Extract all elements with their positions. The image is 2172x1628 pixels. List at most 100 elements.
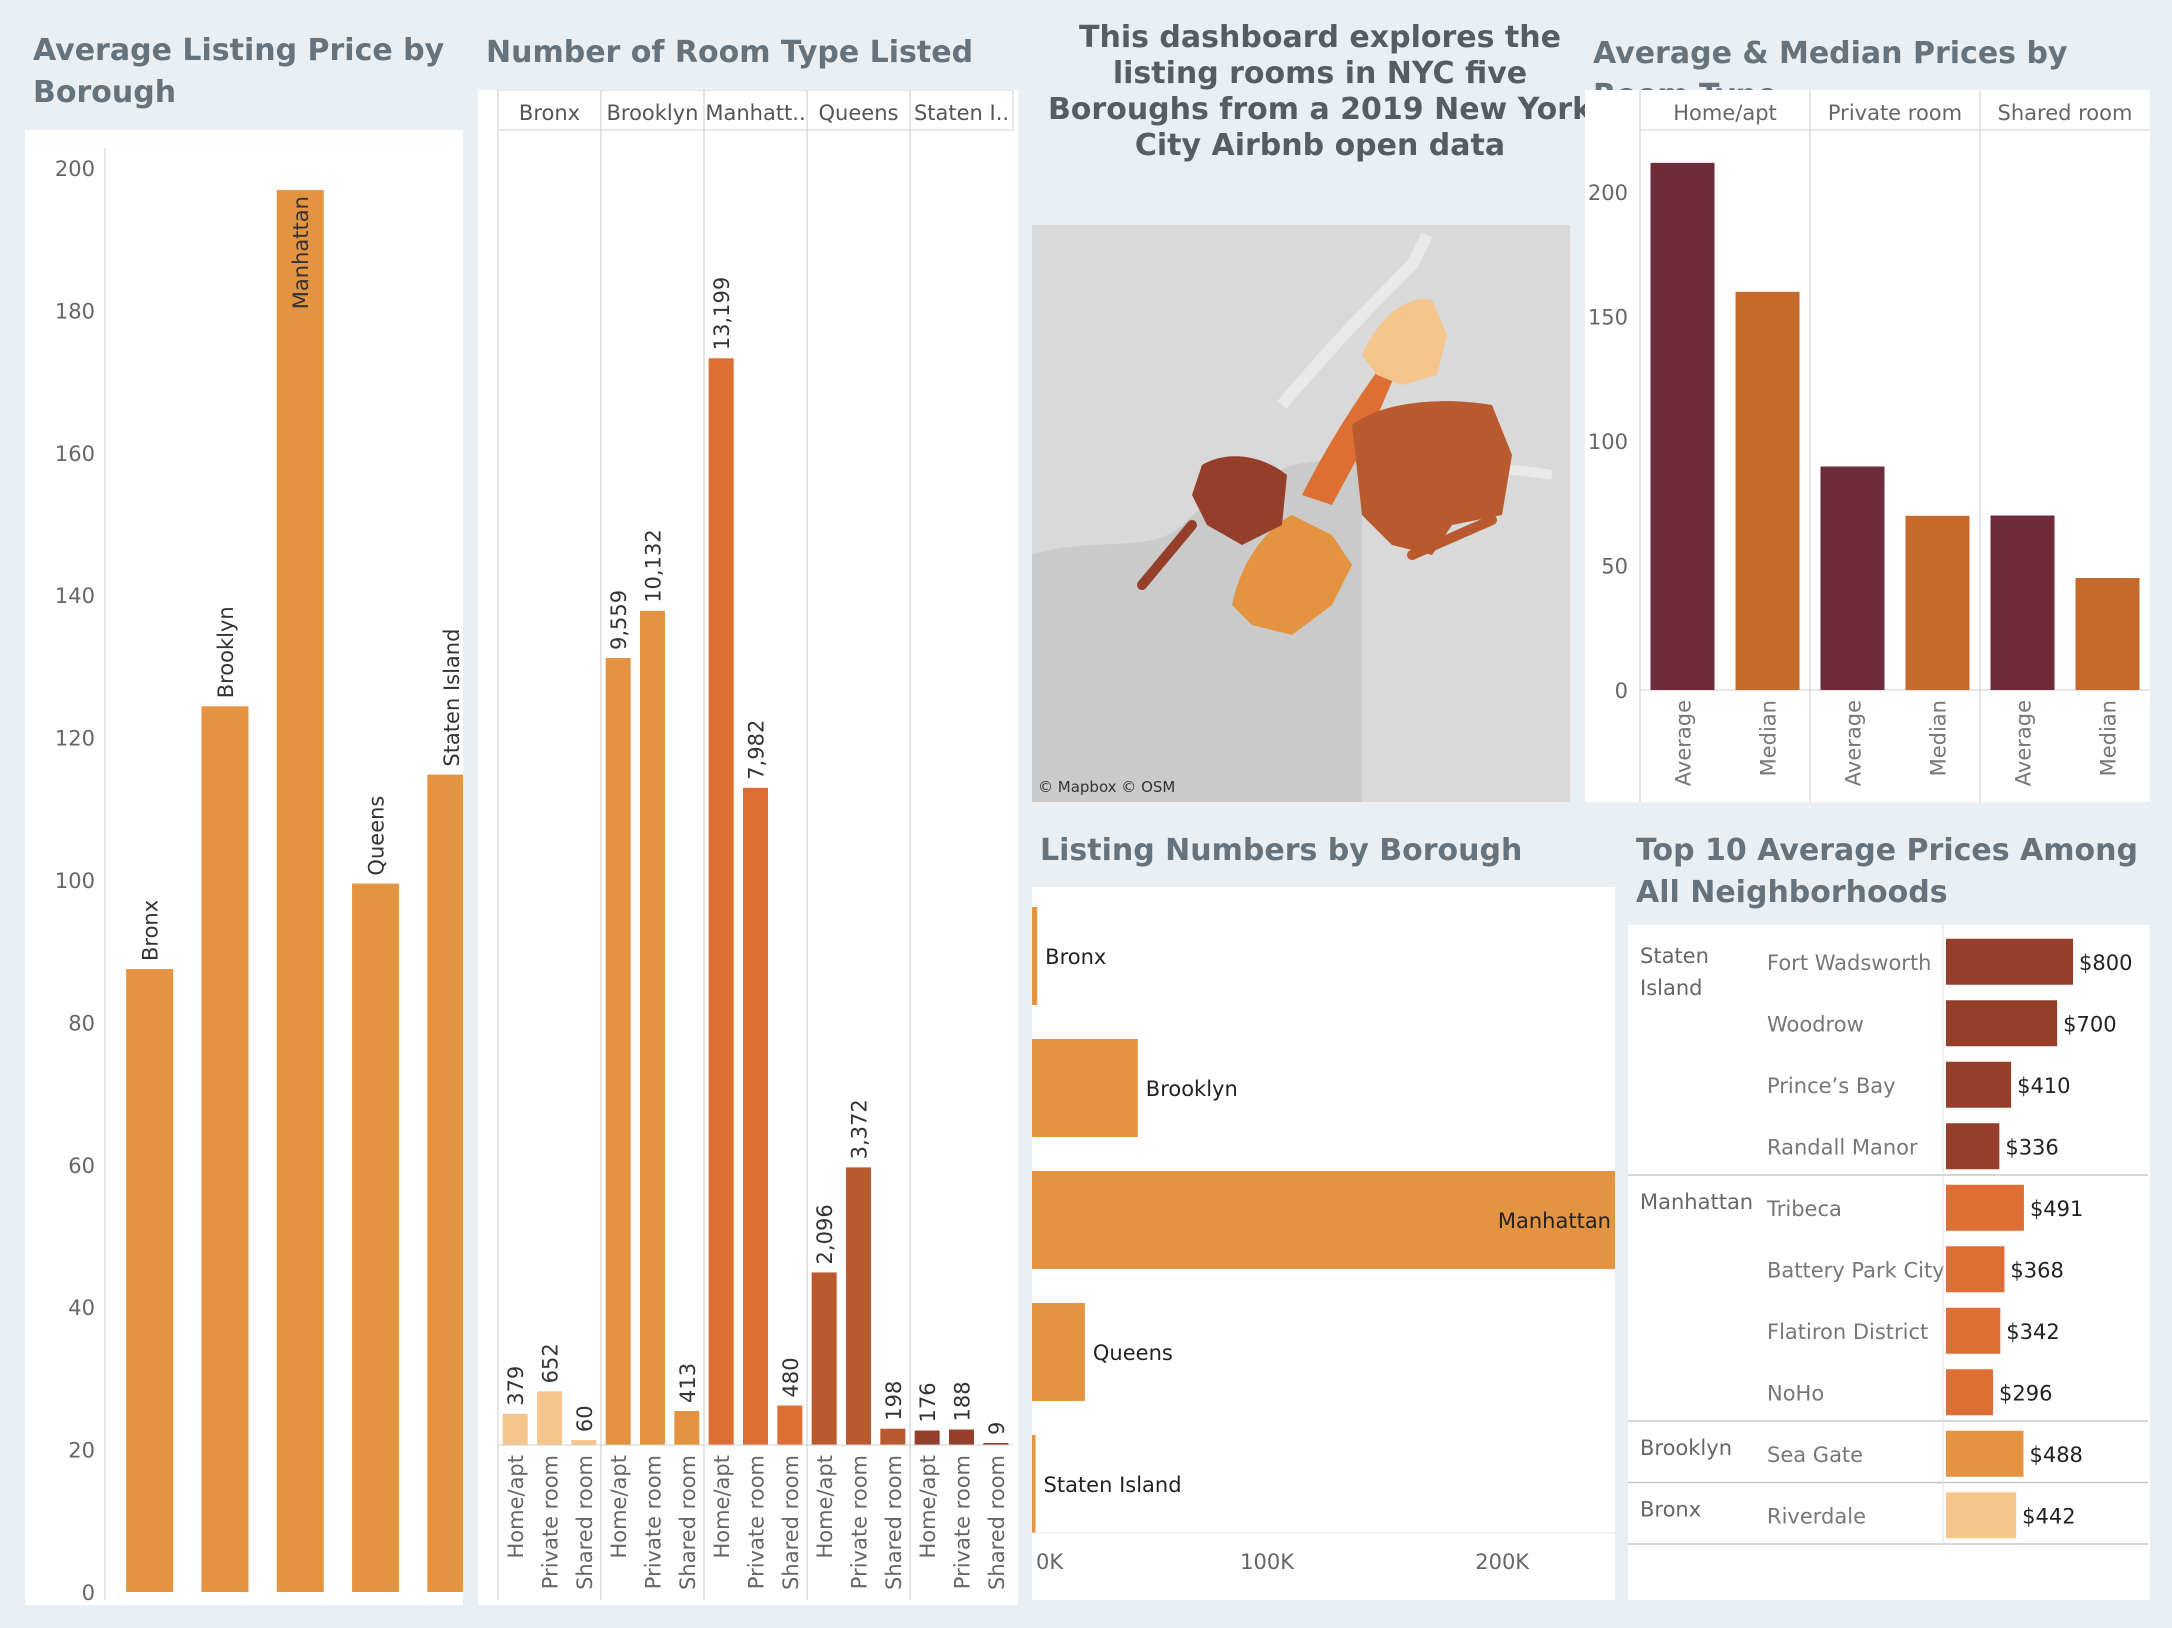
- neighborhood-label: Battery Park City: [1767, 1258, 1945, 1282]
- bar-median: [2075, 578, 2140, 690]
- price-label: $336: [2005, 1135, 2058, 1159]
- manhattan-shape: [1302, 365, 1397, 505]
- y-tick-label: 180: [55, 299, 95, 323]
- value-label: 188: [951, 1381, 975, 1421]
- river: [1277, 232, 1433, 409]
- bar-brooklyn: [201, 706, 249, 1592]
- room-type-label: Home/apt: [813, 1455, 837, 1559]
- avg-median-chart: 0 50 100 150 200 Home/apt Average Median Private…: [1588, 90, 2150, 802]
- value-label: 60: [573, 1405, 597, 1432]
- y-tick-label: 140: [55, 584, 95, 608]
- bar-manhattan: [1032, 1171, 1615, 1269]
- price-label: $296: [1999, 1381, 2052, 1405]
- value-label: 480: [779, 1357, 803, 1397]
- group-header: Staten I..: [914, 101, 1009, 125]
- listing-numbers-title: Listing Numbers by Borough: [1040, 833, 1523, 868]
- value-label: 379: [504, 1366, 528, 1406]
- top10-chart: Staten Island Fort Wadsworth $800 Woodrow $70…: [1628, 925, 2148, 1545]
- bar-home-apt: [502, 1413, 528, 1445]
- bar-shared-room: [674, 1410, 700, 1445]
- price-label: $700: [2063, 1012, 2116, 1036]
- y-tick-label: 60: [68, 1154, 95, 1178]
- bar-neighborhood: [1946, 938, 2073, 985]
- room-type-label: Home/apt: [607, 1455, 631, 1559]
- y-tick-label: 0: [1615, 679, 1628, 703]
- y-tick-label: 20: [68, 1439, 95, 1463]
- value-label: 198: [882, 1381, 906, 1421]
- bar-label: Bronx: [139, 900, 163, 961]
- x-tick-label: 200K: [1475, 1550, 1530, 1574]
- room-type-panel: Bronx 379 Home/apt 652 Private room 60 Shared …: [478, 89, 1018, 1605]
- bar-label: Queens: [1093, 1341, 1173, 1365]
- y-tick-label: 0: [82, 1581, 95, 1605]
- listing-numbers-panel: Bronx Brooklyn Manhattan Queens Staten Islan…: [1032, 887, 1615, 1600]
- y-tick-label: 80: [68, 1011, 95, 1035]
- y-tick-label: 40: [68, 1296, 95, 1320]
- value-label: 176: [916, 1382, 940, 1422]
- measure-label: Average: [1842, 700, 1866, 786]
- x-tick-label: 0K: [1036, 1550, 1064, 1574]
- bar-label: Brooklyn: [214, 606, 238, 698]
- bar-median: [1735, 291, 1800, 690]
- y-tick-label: 200: [1588, 181, 1628, 205]
- bar-private-room: [537, 1391, 562, 1445]
- bar-brooklyn: [1032, 1039, 1138, 1137]
- y-tick-label: 150: [1588, 306, 1628, 330]
- bar-private-room: [640, 610, 665, 1445]
- measure-label: Average: [2012, 700, 2036, 786]
- room-type-label: Home/apt: [710, 1455, 734, 1559]
- neighborhood-label: Prince’s Bay: [1767, 1074, 1896, 1098]
- bar-label: Manhattan: [1498, 1209, 1611, 1233]
- bar-neighborhood: [1946, 1246, 2005, 1293]
- neighborhood-label: Woodrow: [1767, 1012, 1864, 1036]
- bar-private-room: [743, 787, 768, 1445]
- borough-label: Manhattan: [1640, 1190, 1753, 1214]
- bar-private-room: [949, 1429, 974, 1445]
- neighborhood-label: Randall Manor: [1767, 1135, 1918, 1159]
- bar-private-room: [846, 1167, 871, 1445]
- bar-bronx: [126, 969, 174, 1592]
- room-type-label: Shared room: [779, 1455, 803, 1590]
- room-type-label: Home/apt: [916, 1455, 940, 1559]
- bar-average: [1820, 466, 1885, 690]
- header-row: [497, 89, 1014, 131]
- neighborhood-label: Flatiron District: [1767, 1320, 1928, 1344]
- bar-manhattan: [276, 190, 324, 1592]
- neighborhood-label: Sea Gate: [1767, 1443, 1863, 1467]
- bar-neighborhood: [1946, 1369, 1993, 1416]
- price-label: $488: [2029, 1443, 2082, 1467]
- bar-median: [1905, 515, 1970, 690]
- neighborhood-label: Fort Wadsworth: [1767, 951, 1931, 975]
- nyc-map[interactable]: © Mapbox © OSM: [1032, 225, 1570, 802]
- bar-staten-island: [427, 774, 475, 1592]
- bar-neighborhood: [1946, 1184, 2024, 1231]
- group-header: Private room: [1828, 101, 1962, 125]
- value-label: 10,132: [642, 529, 666, 602]
- y-tick-label: 100: [1588, 430, 1628, 454]
- bar-neighborhood: [1946, 1000, 2058, 1047]
- group-header: Shared room: [1998, 101, 2133, 125]
- price-label: $342: [2006, 1320, 2059, 1344]
- borough-label: Island: [1640, 976, 1702, 1000]
- y-tick-label: 50: [1601, 555, 1628, 579]
- room-type-label: Private room: [951, 1455, 975, 1589]
- room-type-label: Shared room: [573, 1455, 597, 1590]
- bar-neighborhood: [1946, 1061, 2012, 1108]
- y-tick-label: 120: [55, 727, 95, 751]
- measure-label: Median: [1927, 700, 1951, 776]
- group-header: Queens: [819, 101, 899, 125]
- brooklyn-shape: [1232, 515, 1352, 635]
- queens-shape: [1352, 401, 1512, 555]
- top10-panel: Staten Island Fort Wadsworth $800 Woodrow $70…: [1628, 925, 2150, 1600]
- dashboard-intro: This dashboard explores the listing room…: [1047, 20, 1593, 163]
- borough-label: Brooklyn: [1640, 1436, 1732, 1460]
- staten-island-shape: [1192, 456, 1287, 545]
- rockaway-shape: [1407, 515, 1497, 560]
- bar-neighborhood: [1946, 1492, 2017, 1539]
- room-type-label: Private room: [642, 1455, 666, 1589]
- price-label: $491: [2030, 1197, 2083, 1221]
- bar-shared-room: [571, 1440, 597, 1445]
- group-header: Home/apt: [1673, 101, 1777, 125]
- room-type-title: Number of Room Type Listed: [486, 35, 974, 70]
- bar-label: Brooklyn: [1146, 1077, 1238, 1101]
